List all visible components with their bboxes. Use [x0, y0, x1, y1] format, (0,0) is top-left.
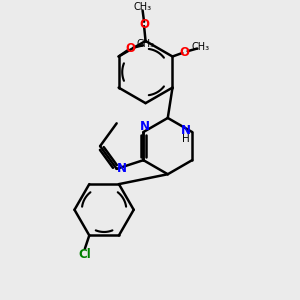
- Text: O: O: [139, 18, 149, 31]
- Text: H: H: [182, 134, 190, 143]
- Text: CH₃: CH₃: [134, 2, 152, 13]
- Text: CH₃: CH₃: [191, 42, 209, 52]
- Text: O: O: [180, 46, 190, 59]
- Text: N: N: [117, 162, 127, 176]
- Text: O: O: [125, 42, 136, 55]
- Text: CH₃: CH₃: [137, 39, 155, 49]
- Text: N: N: [181, 124, 190, 137]
- Text: Cl: Cl: [79, 248, 91, 261]
- Text: N: N: [140, 120, 150, 133]
